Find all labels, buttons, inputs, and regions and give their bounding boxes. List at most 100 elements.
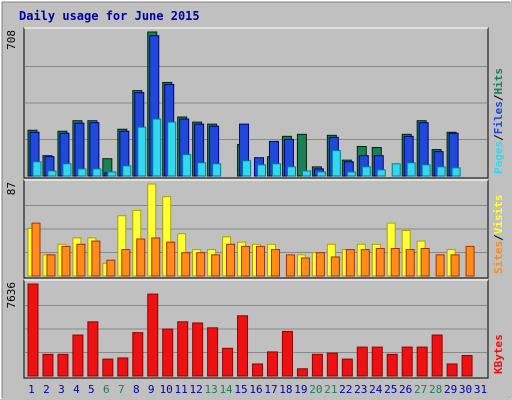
kbytes-bar-day-28 (431, 334, 443, 377)
pages-bar-day-28 (436, 166, 446, 177)
sites-bar-day-15 (241, 245, 251, 277)
panels-group: 708Pages/Files/Hits87Sites/Visits7636KBy… (5, 27, 505, 379)
pages-bar-day-4 (77, 168, 87, 177)
sites-bar-day-19 (300, 257, 310, 277)
kbytes-bar-day-16 (252, 363, 264, 377)
kbytes-bar-day-4 (72, 334, 84, 377)
kbytes-bar-day-23 (356, 346, 368, 377)
sites-bar-day-1 (31, 222, 41, 277)
hits-bar-day-19 (296, 133, 307, 177)
x-tick-label-23: 23 (354, 383, 367, 396)
kbytes-bar-day-7 (117, 357, 129, 377)
pages-bar-day-27 (421, 164, 431, 177)
x-tick-label-8: 8 (133, 383, 140, 396)
x-tick-label-26: 26 (399, 383, 412, 396)
x-tick-label-25: 25 (384, 383, 397, 396)
sites-bar-day-3 (61, 245, 71, 277)
x-tick-label-21: 21 (324, 383, 337, 396)
x-tick-label-17: 17 (264, 383, 277, 396)
series-label-hits: Hits (492, 68, 505, 95)
sites-bar-day-18 (285, 254, 295, 277)
kbytes-bar-day-15 (237, 315, 249, 377)
pages-bar-day-3 (62, 163, 72, 177)
pages-bar-day-12 (197, 162, 207, 177)
x-tick-label-5: 5 (88, 383, 95, 396)
kbytes-bar-day-19 (296, 368, 308, 377)
x-tick-label-1: 1 (28, 383, 35, 396)
sites-bar-day-16 (256, 245, 266, 277)
x-tick-label-4: 4 (73, 383, 80, 396)
series-label-sites: Sites (492, 241, 505, 274)
kbytes-bar-day-13 (207, 327, 219, 377)
sites-bar-day-12 (196, 252, 206, 277)
sites-bar-day-29 (450, 254, 460, 277)
x-tick-label-2: 2 (43, 383, 50, 396)
x-tick-label-3: 3 (58, 383, 65, 396)
pages-bar-day-21 (331, 150, 341, 177)
sites-bar-day-25 (390, 248, 400, 277)
x-tick-label-16: 16 (249, 383, 262, 396)
pages-bar-day-10 (167, 121, 177, 177)
sites-bar-day-13 (211, 254, 221, 277)
pages-bar-day-1 (32, 161, 42, 177)
sites-bar-day-26 (405, 249, 415, 277)
x-tick-label-15: 15 (234, 383, 247, 396)
sites-bar-day-28 (435, 254, 445, 277)
x-tick-label-6: 6 (103, 383, 110, 396)
x-tick-label-12: 12 (190, 383, 203, 396)
kbytes-bar-day-27 (416, 346, 428, 377)
kbytes-bar-day-30 (461, 355, 473, 377)
x-tick-label-18: 18 (279, 383, 292, 396)
label-separator: / (492, 134, 505, 141)
series-labels-hits_files_pages: Pages/Files/Hits (492, 68, 505, 174)
files-bar-day-5 (89, 122, 100, 177)
kbytes-bar-day-3 (57, 353, 69, 377)
panel-kbytes: 7636 KBytes (5, 279, 505, 379)
y-max-label-visits_sites: 87 (5, 182, 18, 195)
sites-bar-day-2 (46, 254, 56, 277)
kbytes-bar-day-24 (371, 346, 383, 377)
y-max-label-kbytes: 7636 (5, 282, 18, 309)
pages-bar-day-17 (271, 163, 281, 177)
kbytes-bar-day-2 (42, 353, 54, 377)
x-tick-label-13: 13 (204, 383, 217, 396)
label-separator: / (492, 234, 505, 241)
series-label-pages: Pages (492, 141, 505, 174)
pages-bar-day-20 (316, 171, 326, 177)
pages-bar-day-7 (122, 165, 132, 177)
sites-bar-day-8 (136, 238, 146, 277)
x-axis-labels: 1 2 3 4 5 6 7 8 9 10 11 12 13 14 15 16 17 18 19 20 21 22 23 24 2… (28, 383, 487, 396)
pages-bar-day-8 (137, 126, 147, 177)
pages-bar-day-26 (406, 162, 416, 177)
x-tick-label-19: 19 (294, 383, 307, 396)
pages-bar-day-25 (391, 163, 401, 177)
sites-bar-day-6 (106, 259, 116, 277)
series-label-kbytes: KBytes (492, 334, 505, 374)
pages-bar-day-5 (92, 168, 102, 177)
x-tick-label-7: 7 (118, 383, 125, 396)
x-tick-label-20: 20 (309, 383, 322, 396)
x-tick-label-14: 14 (219, 383, 233, 396)
sites-bar-day-9 (151, 237, 161, 277)
sites-bar-day-23 (360, 249, 370, 277)
kbytes-bar-day-12 (192, 322, 204, 377)
kbytes-bar-day-8 (132, 332, 144, 377)
x-tick-label-27: 27 (414, 383, 427, 396)
pages-bar-day-22 (346, 171, 356, 177)
sites-bar-day-4 (76, 243, 86, 277)
x-tick-label-9: 9 (148, 383, 155, 396)
sites-bar-day-10 (166, 241, 176, 277)
kbytes-bar-day-26 (401, 346, 413, 377)
series-label-files: Files (492, 101, 505, 134)
pages-bar-day-16 (257, 164, 267, 177)
pages-bar-day-23 (361, 166, 371, 177)
chart-title: Daily usage for June 2015 (19, 9, 200, 23)
kbytes-bar-day-25 (386, 353, 398, 377)
x-tick-label-29: 29 (444, 383, 457, 396)
pages-bar-day-29 (451, 167, 461, 177)
y-max-label-hits_files_pages: 708 (5, 30, 18, 50)
kbytes-bar-day-17 (266, 351, 278, 377)
pages-bar-day-19 (301, 170, 311, 177)
